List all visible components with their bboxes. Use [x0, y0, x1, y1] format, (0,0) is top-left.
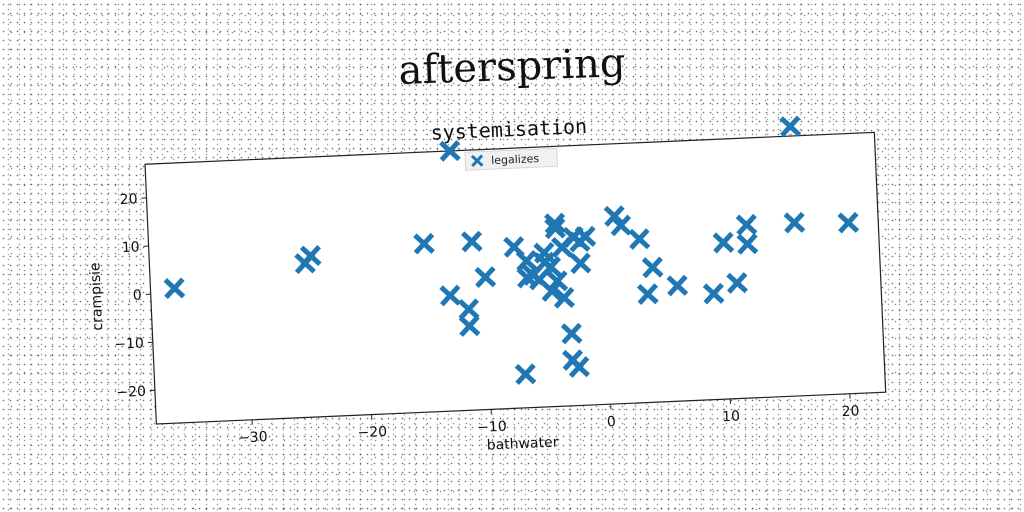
data-point [569, 252, 592, 275]
plot-area [144, 131, 887, 425]
data-point [603, 205, 626, 227]
x-tick-label: −10 [477, 419, 507, 436]
y-axis-label: crampisie [87, 262, 106, 331]
data-point [610, 214, 632, 237]
data-points [163, 115, 860, 385]
legend-marker-icon [470, 154, 484, 168]
data-point [735, 213, 758, 236]
data-point [641, 256, 664, 279]
data-point [574, 225, 597, 248]
legend-box [464, 147, 558, 171]
x-axis-label: bathwater [486, 434, 559, 453]
data-point [515, 250, 538, 272]
data-point [702, 282, 725, 305]
data-point [568, 356, 590, 378]
data-point [779, 115, 802, 138]
data-point [736, 233, 759, 255]
data-point [514, 363, 537, 385]
data-point [726, 272, 748, 294]
data-point [628, 228, 651, 250]
x-tick-label: −20 [357, 424, 387, 441]
data-point [783, 211, 806, 234]
data-point [539, 256, 562, 278]
y-tick-label: 20 [119, 191, 138, 208]
data-point [541, 280, 563, 302]
data-point [163, 277, 186, 300]
data-point [439, 140, 461, 162]
legend-marker [470, 154, 484, 168]
x-tick-label: 20 [841, 403, 860, 420]
y-axis: −20 −10 0 10 20 [114, 191, 155, 401]
y-tick-label: 0 [132, 288, 142, 304]
x-axis: −30 −20 −10 0 10 20 [238, 393, 860, 446]
chart-group: systemisation −30 −20 −10 0 10 20 −20 −10 0 10 20… [87, 114, 887, 454]
data-point [457, 298, 480, 320]
y-tick-label: −20 [116, 384, 146, 401]
data-point [666, 274, 689, 297]
data-point [460, 230, 483, 253]
data-point [413, 232, 435, 255]
data-point [544, 212, 566, 235]
x-tick-label: −30 [238, 429, 268, 446]
x-tick-label: 10 [722, 409, 741, 426]
data-point [474, 266, 497, 288]
data-point [544, 217, 566, 240]
data-point [546, 270, 569, 293]
legend-label: legalizes [491, 152, 540, 167]
legend: legalizes [464, 147, 558, 171]
data-point [837, 211, 860, 234]
y-tick-label: −10 [114, 336, 144, 353]
chart-title: systemisation [430, 114, 587, 145]
data-point [553, 286, 575, 309]
data-point [636, 283, 659, 305]
y-tick-label: 10 [121, 239, 140, 256]
x-tick-label: 0 [607, 414, 617, 430]
data-point [533, 242, 556, 264]
data-point [439, 284, 462, 307]
data-point [712, 231, 735, 254]
data-point [560, 322, 583, 345]
data-point [299, 244, 322, 267]
data-point [458, 315, 481, 337]
